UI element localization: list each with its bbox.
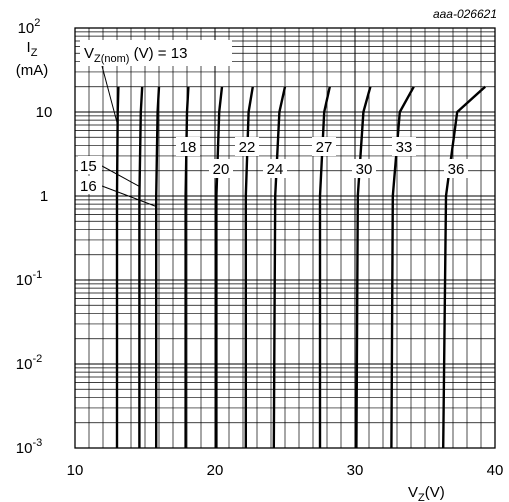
svg-text:20: 20 bbox=[213, 161, 230, 178]
svg-text:15: 15 bbox=[80, 158, 97, 175]
y-axis-label: IZ bbox=[27, 39, 38, 59]
legend-title: VZ(nom) (V) = 13 bbox=[80, 40, 232, 66]
curve-labels: 18 20 22 24 27 30 33 36 15 16 bbox=[78, 137, 468, 195]
leader-line-16 bbox=[101, 185, 157, 207]
series-15v-curve bbox=[138, 86, 144, 448]
svg-text:30: 30 bbox=[356, 161, 373, 178]
x-tick-label: 40 bbox=[487, 462, 504, 479]
svg-text:27: 27 bbox=[316, 139, 333, 156]
label-leaders bbox=[101, 65, 157, 207]
series-30v-curve bbox=[355, 86, 372, 449]
series-16v-curve bbox=[155, 86, 161, 448]
svg-text:18: 18 bbox=[180, 139, 197, 156]
svg-text:36: 36 bbox=[448, 161, 465, 178]
svg-text:22: 22 bbox=[239, 139, 256, 156]
series-24v-curve bbox=[272, 86, 287, 449]
leader-line-13 bbox=[101, 65, 119, 126]
x-tick-label: 10 bbox=[67, 462, 84, 479]
series-20v-curve bbox=[215, 86, 224, 448]
axes: 10 20 30 40 102 10 1 10-1 10-2 10-3 bbox=[16, 17, 504, 479]
series-36v-curve bbox=[442, 85, 487, 449]
curve-label-24: 24 bbox=[263, 159, 287, 178]
curve-label-20: 20 bbox=[209, 159, 233, 178]
curve-label-36: 36 bbox=[444, 159, 468, 178]
y-tick-label: 10-2 bbox=[16, 353, 42, 373]
leader-line-15 bbox=[101, 165, 140, 187]
x-tick-label: 30 bbox=[347, 462, 364, 479]
x-axis-label: VZ(V) bbox=[408, 484, 445, 502]
curve-label-15: 15 bbox=[78, 156, 102, 175]
curve-label-33: 33 bbox=[392, 137, 416, 156]
series-13v-curve bbox=[115, 86, 120, 448]
y-tick-label: 10-3 bbox=[16, 437, 42, 457]
x-tick-label: 20 bbox=[207, 462, 224, 479]
curve-label-27: 27 bbox=[312, 137, 336, 156]
y-tick-label: 1 bbox=[40, 188, 48, 205]
curve-label-16: 16 bbox=[78, 176, 102, 195]
y-tick-label: 10 bbox=[36, 104, 53, 121]
y-tick-label: 10-1 bbox=[16, 269, 42, 289]
svg-text:24: 24 bbox=[267, 161, 284, 178]
curve-label-30: 30 bbox=[352, 159, 376, 178]
svg-text:33: 33 bbox=[396, 139, 413, 156]
curves bbox=[115, 85, 487, 449]
svg-text:VZ(nom) (V) = 13: VZ(nom) (V) = 13 bbox=[84, 45, 187, 65]
y-axis-unit: (mA) bbox=[16, 62, 49, 79]
plot-frame bbox=[74, 27, 496, 449]
curve-label-18: 18 bbox=[176, 137, 200, 156]
curve-label-22: 22 bbox=[235, 137, 259, 156]
y-tick-label: 102 bbox=[18, 17, 41, 37]
svg-text:16: 16 bbox=[80, 178, 97, 195]
figure-id: aaa-026621 bbox=[433, 7, 497, 21]
